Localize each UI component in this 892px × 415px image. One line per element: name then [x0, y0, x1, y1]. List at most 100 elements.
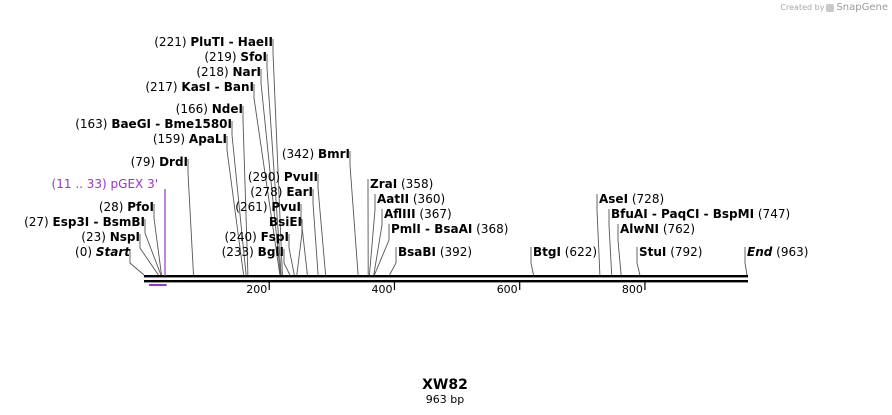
scale-tick-label-400: 400 [371, 283, 392, 296]
site-end-name: End [747, 245, 773, 259]
sequence-name: XW82 [422, 377, 468, 393]
site-bfuai-name: BfuAI - PaqCI - BspMI [611, 207, 754, 221]
site-pvuii-name: PvuII [284, 170, 318, 184]
site-kasi-position: (217) [145, 80, 181, 94]
site-pmli-position: (368) [472, 222, 508, 236]
site-start-position: (0) [75, 245, 96, 259]
site-drdi[interactable]: (79) DrdI [131, 155, 188, 169]
leader-line-bsabi [389, 247, 397, 276]
site-afliii-name: AflIII [384, 207, 416, 221]
site-bsiei[interactable]: BsiEI [269, 215, 302, 229]
leader-line-esp3i [144, 219, 162, 276]
feature-pgex3[interactable]: (11 .. 33) pGEX 3' [52, 177, 167, 286]
site-fspi[interactable]: (240) FspI [225, 230, 290, 244]
site-asei-position: (728) [628, 192, 664, 206]
site-bsabi-name: BsaBI [398, 245, 436, 259]
site-pfoi[interactable]: (28) PfoI [99, 200, 154, 214]
site-esp3i[interactable]: (27) Esp3I - BsmBI [24, 215, 145, 229]
leader-line-afliii [373, 209, 383, 276]
feature-pgex3-bar[interactable] [148, 284, 167, 286]
snapgene-watermark: Created by SnapGene [780, 2, 888, 13]
site-alwni-position: (762) [659, 222, 695, 236]
site-pmli[interactable]: PmlI - BsaAI (368) [391, 222, 508, 236]
leader-line-drdi [187, 159, 194, 276]
leader-line-pfoi [153, 204, 162, 276]
leader-line-pvui [300, 204, 308, 276]
leader-line-ndei [242, 106, 249, 276]
site-drdi-name: DrdI [159, 155, 188, 169]
site-pfoi-name: PfoI [127, 200, 154, 214]
site-esp3i-position: (27) [24, 215, 52, 229]
site-bfuai[interactable]: BfuAI - PaqCI - BspMI (747) [611, 207, 790, 221]
site-ndei-position: (166) [176, 102, 212, 116]
site-apali-position: (159) [153, 132, 189, 146]
site-pfoi-position: (28) [99, 200, 127, 214]
site-stui-name: StuI [639, 245, 666, 259]
leader-line-nspi [139, 234, 159, 276]
site-esp3i-name: Esp3I - BsmBI [53, 215, 145, 229]
leader-line-stui [636, 247, 641, 276]
leader-line-pvuii [317, 174, 327, 276]
site-bmri-position: (342) [282, 147, 318, 161]
site-stui[interactable]: StuI (792) [639, 245, 702, 259]
scale-tick-label-200: 200 [246, 283, 267, 296]
leader-line-pluti [272, 39, 283, 276]
site-eari-position: (278) [250, 185, 286, 199]
site-bgli[interactable]: (233) BglI [222, 245, 284, 259]
site-aatii[interactable]: AatII (360) [377, 192, 445, 206]
leader-line-bfuai [608, 209, 613, 276]
site-zrai-position: (358) [397, 177, 433, 191]
site-kasi-name: KasI - BanI [181, 80, 254, 94]
scale-ticks: 200 400 600 800 [246, 282, 646, 296]
site-nari-name: NarI [232, 65, 261, 79]
feature-pgex3-label[interactable]: (11 .. 33) pGEX 3' [52, 177, 158, 191]
site-end-position: (963) [772, 245, 808, 259]
site-zrai[interactable]: ZraI (358) [370, 177, 433, 191]
site-afliii-position: (367) [416, 207, 452, 221]
snapgene-logo-icon [826, 3, 835, 12]
site-nspi[interactable]: (23) NspI [81, 230, 140, 244]
watermark-brand: SnapGene [836, 2, 888, 13]
site-bgli-name: BglI [258, 245, 284, 259]
site-btgi-position: (622) [561, 245, 597, 259]
leader-line-end [744, 247, 748, 276]
watermark-prefix: Created by [780, 3, 825, 12]
site-start[interactable]: (0) Start [75, 245, 131, 259]
leader-line-eari [312, 189, 319, 276]
leader-line-apali [226, 136, 245, 276]
site-baegi-name: BaeGI - Bme1580I [111, 117, 232, 131]
site-sfoi-name: SfoI [240, 50, 267, 64]
site-bsabi-position: (392) [436, 245, 472, 259]
site-nari[interactable]: (218) NarI [196, 65, 261, 79]
site-aatii-name: AatII [377, 192, 409, 206]
site-ndei[interactable]: (166) NdeI [176, 102, 243, 116]
site-end[interactable]: End (963) [747, 245, 808, 259]
site-alwni[interactable]: AlwNI (762) [620, 222, 695, 236]
site-apali[interactable]: (159) ApaLI [153, 132, 227, 146]
scale-tick-label-600: 600 [497, 283, 518, 296]
site-kasi[interactable]: (217) KasI - BanI [145, 80, 254, 94]
site-bmri[interactable]: (342) BmrI [282, 147, 350, 161]
site-sfoi[interactable]: (219) SfoI [204, 50, 267, 64]
site-bmri-name: BmrI [318, 147, 350, 161]
site-eari[interactable]: (278) EarI [250, 185, 313, 199]
site-zrai-name: ZraI [370, 177, 397, 191]
site-nspi-position: (23) [81, 230, 109, 244]
site-bfuai-position: (747) [754, 207, 790, 221]
site-pluti[interactable]: (221) PluTI - HaeII [154, 35, 273, 49]
site-afliii[interactable]: AflIII (367) [384, 207, 452, 221]
site-asei[interactable]: AseI (728) [599, 192, 664, 206]
site-pvuii[interactable]: (290) PvuII [248, 170, 318, 184]
site-baegi[interactable]: (163) BaeGI - Bme1580I [75, 117, 232, 131]
site-bsiei-name: BsiEI [269, 215, 302, 229]
feature-pgex3-name: pGEX 3' [111, 177, 158, 191]
site-btgi[interactable]: BtgI (622) [533, 245, 597, 259]
site-pvui[interactable]: (261) PvuI [235, 200, 301, 214]
site-bsabi[interactable]: BsaBI (392) [398, 245, 472, 259]
site-sfoi-position: (219) [204, 50, 240, 64]
site-drdi-position: (79) [131, 155, 159, 169]
site-ndei-name: NdeI [212, 102, 243, 116]
site-start-name: Start [96, 245, 131, 259]
sequence-length: 963 bp [426, 393, 464, 406]
site-labels: (0) Start(23) NspI(27) Esp3I - BsmBI(28)… [24, 35, 808, 259]
